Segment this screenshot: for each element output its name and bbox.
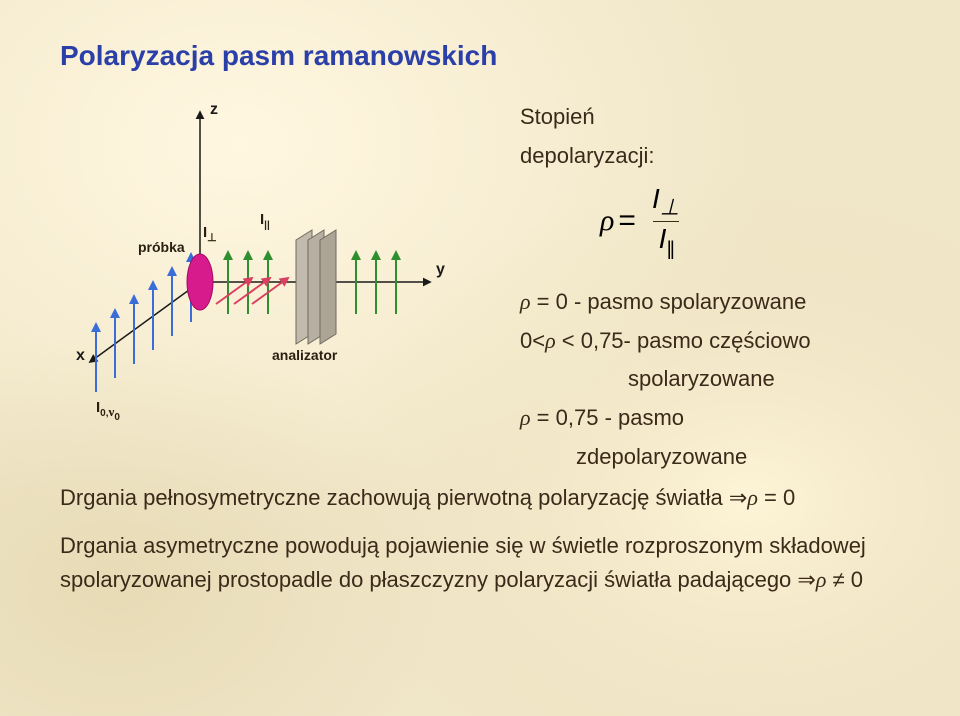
depolarization-equation: ρ = I⊥ I|| [600, 184, 900, 259]
para-asymmetric: Drgania asymetryczne powodują pojawienie… [60, 529, 900, 597]
axis-x-label: x [76, 347, 85, 364]
depol-title-1: Stopień [520, 102, 900, 133]
analyzer-plates [296, 230, 336, 344]
axis-z-label: z [210, 101, 218, 118]
depol-title-2: depolaryzacji: [520, 141, 900, 172]
axis-y-label: y [436, 261, 445, 278]
case-depol-1: ρ = 0,75 - pasmo [520, 403, 900, 434]
i-parallel-label: I|| [260, 211, 270, 231]
body-paragraphs: Drgania pełnosymetryczne zachowują pierw… [60, 481, 900, 597]
experiment-diagram: z y x I0,ν0 próbka [60, 82, 480, 422]
i-perp-label: I⊥ [203, 224, 217, 244]
case-partial-1: 0<ρ < 0,75- pasmo częściowo [520, 326, 900, 357]
case-polarized: ρ = 0 - pasmo spolaryzowane [520, 287, 900, 318]
para-symmetric: Drgania pełnosymetryczne zachowują pierw… [60, 481, 900, 515]
analyzer-label: analizator [272, 347, 338, 363]
case-depol-2: zdepolaryzowane [520, 442, 900, 473]
case-partial-2: spolaryzowane [520, 364, 900, 395]
page-title: Polaryzacja pasm ramanowskich [60, 40, 900, 72]
depolarization-info: Stopień depolaryzacji: ρ = I⊥ I|| ρ = 0 … [520, 82, 900, 481]
sample-label: próbka [138, 239, 185, 255]
incident-intensity-label: I0,ν0 [96, 399, 120, 422]
